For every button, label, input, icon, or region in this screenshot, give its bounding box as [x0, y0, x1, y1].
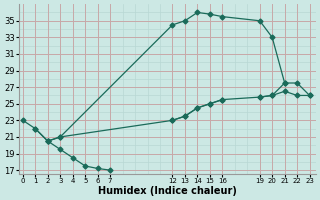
X-axis label: Humidex (Indice chaleur): Humidex (Indice chaleur): [98, 186, 237, 196]
